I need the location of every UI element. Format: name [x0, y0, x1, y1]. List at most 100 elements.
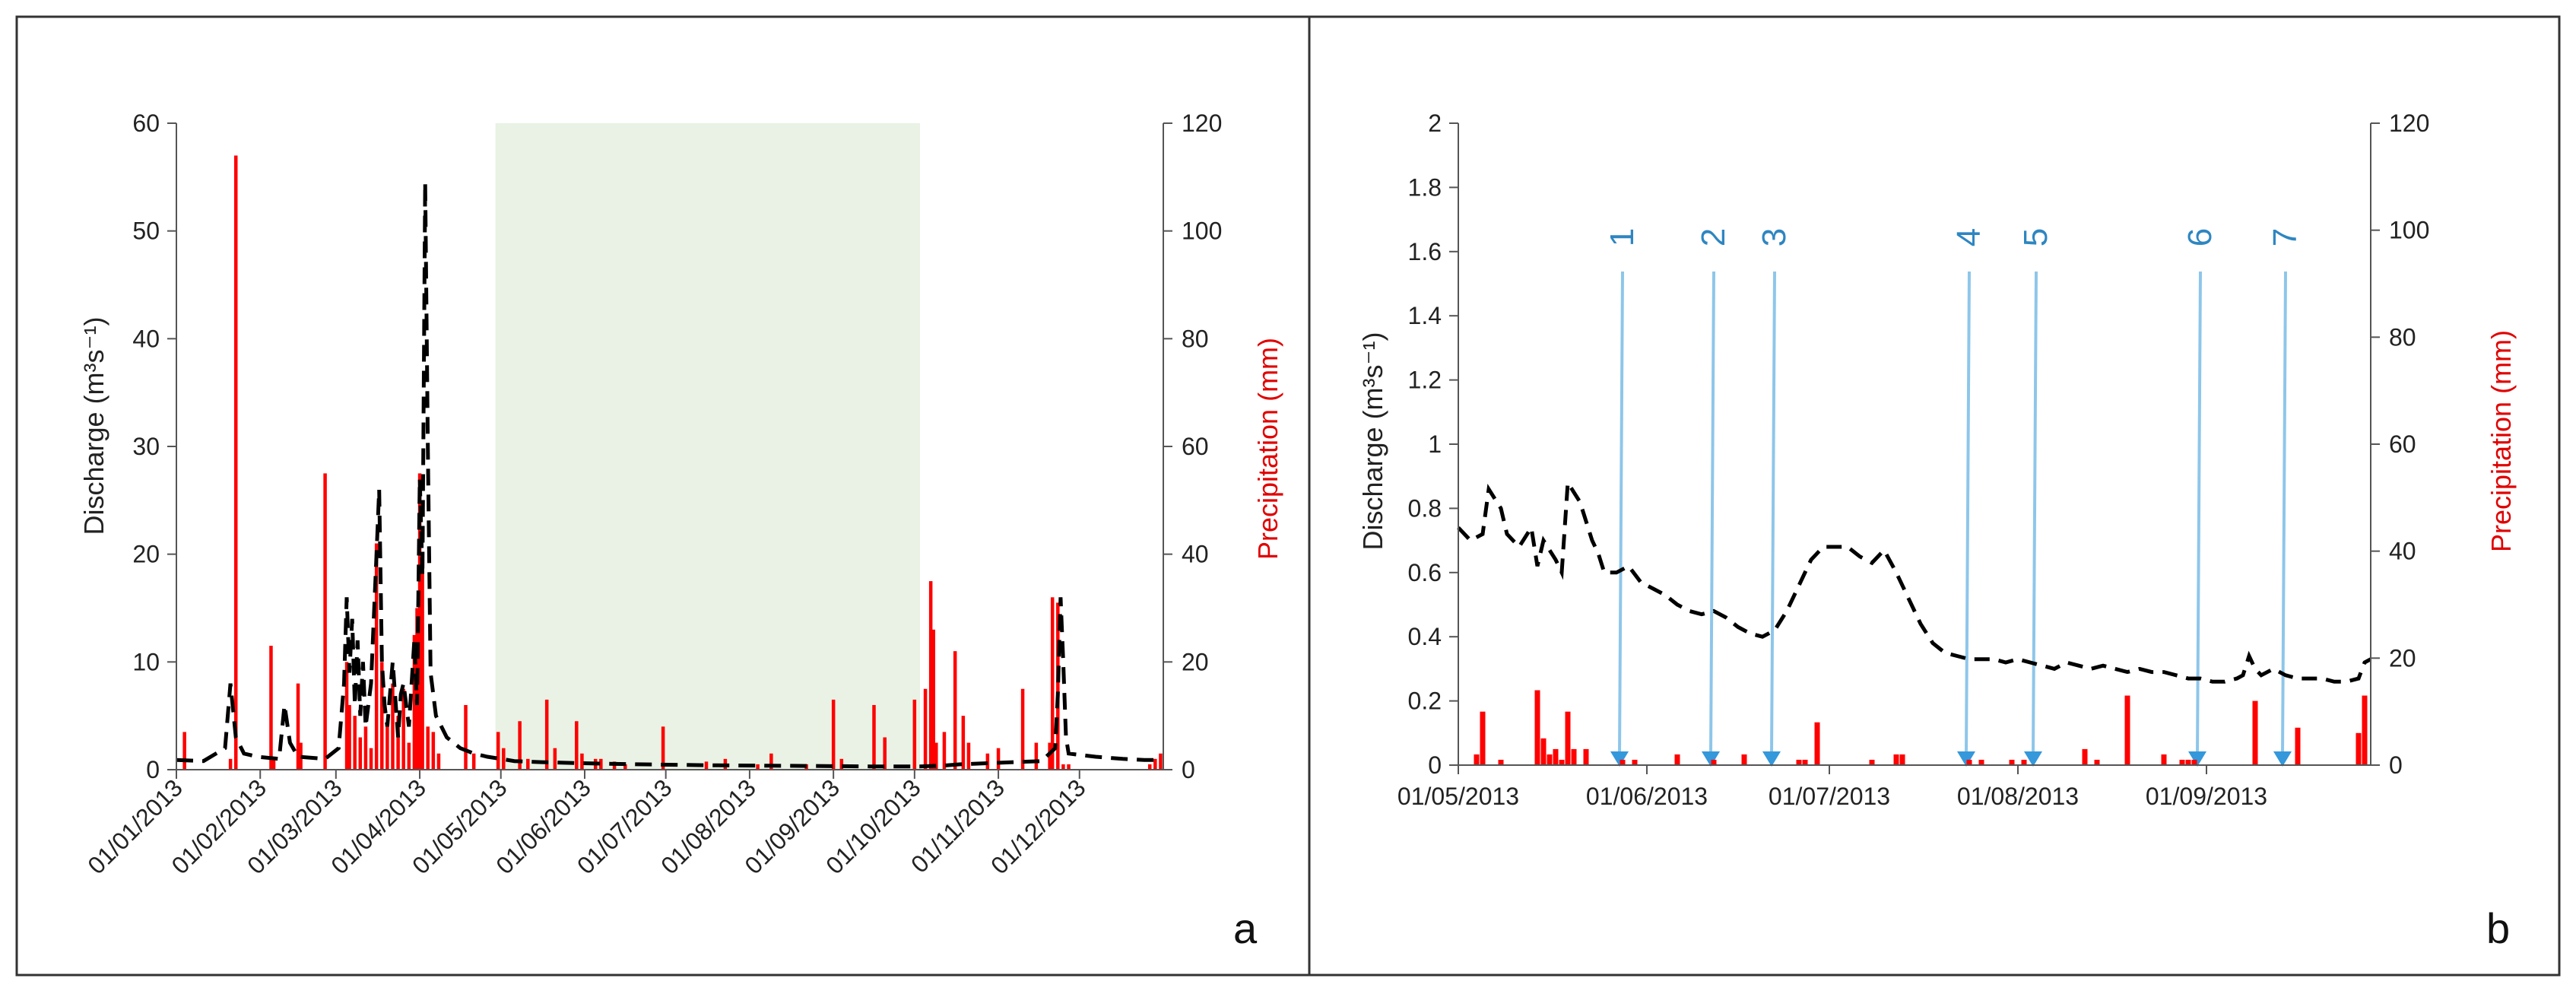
precip-bar: [1048, 742, 1052, 770]
y2-axis-label-a: Precipitation (mm): [1252, 338, 1283, 560]
y-tick-label: 20: [132, 541, 160, 568]
precip-bar: [2295, 727, 2301, 765]
y-axis-label-b: Discharge (m³s⁻¹): [1357, 332, 1388, 550]
y-tick-label: 0: [146, 756, 160, 783]
y2-tick-label: 20: [1182, 648, 1209, 675]
y-ticks-right-a: 0 20 40 60 80 100 120: [1163, 110, 1222, 783]
sampling-events: 1 2 3 4 5 6 7: [1604, 228, 2304, 767]
x-tick-label: 01/07/2013: [1769, 783, 1890, 810]
precipitation-bars-b: [1474, 690, 2368, 765]
sampling-event-label: 3: [1756, 228, 1793, 246]
y2-tick-label: 100: [1182, 218, 1222, 245]
precip-bar: [961, 716, 966, 770]
precip-bar: [756, 764, 760, 770]
precip-bar: [1159, 753, 1163, 770]
y2-tick-label: 20: [2389, 644, 2416, 672]
precip-bar: [1869, 759, 1875, 765]
precip-bar: [182, 732, 186, 770]
precip-bar: [426, 726, 430, 770]
sampling-event-line: [1965, 271, 1971, 755]
x-ticks-b: 01/05/2013 01/06/2013 01/07/2013 01/08/2013…: [1397, 765, 2267, 810]
y2-tick-label: 40: [1182, 541, 1209, 568]
precip-bar: [912, 699, 917, 770]
precip-bar: [518, 721, 522, 770]
precip-bar: [436, 753, 441, 770]
precip-bar: [966, 742, 971, 770]
precip-bar: [623, 764, 627, 770]
precip-bar: [831, 699, 836, 770]
y2-tick-label: 100: [2389, 217, 2429, 244]
precip-bar: [931, 629, 935, 770]
precip-bar: [661, 726, 665, 770]
precip-bar: [407, 742, 411, 770]
y-tick-label: 1.4: [1408, 302, 1442, 329]
precip-bar: [431, 732, 436, 770]
precip-bar: [2356, 732, 2362, 765]
panel-label-b: b: [2486, 904, 2510, 952]
discharge-line-b: [1457, 476, 2372, 684]
y-ticks-right-b: 0 20 40 60 80 100 120: [2371, 110, 2429, 779]
precip-bar: [580, 753, 584, 770]
y-tick-label: 1.2: [1408, 367, 1442, 394]
precip-bar: [1153, 758, 1157, 770]
y-tick-label: 0: [1428, 751, 1442, 779]
precip-bar: [353, 716, 357, 770]
y-tick-label: 10: [132, 648, 160, 675]
sampling-event-label: 2: [1695, 228, 1732, 246]
precip-bar: [271, 758, 276, 770]
precip-bar: [544, 699, 549, 770]
precip-bar: [2179, 759, 2185, 765]
precip-bar: [1966, 759, 1972, 765]
precip-bar: [363, 726, 368, 770]
precip-bar: [502, 748, 506, 770]
precip-bar: [1534, 690, 1540, 765]
precip-bar: [299, 742, 303, 770]
y2-tick-label: 60: [2389, 430, 2416, 458]
precip-bar: [269, 646, 273, 770]
y2-tick-label: 60: [1182, 433, 1209, 460]
green-period-shading: [495, 123, 920, 770]
precip-bar: [1741, 754, 1747, 765]
precip-bar: [1899, 754, 1905, 765]
y-tick-label: 1.8: [1408, 173, 1442, 201]
precip-bar: [928, 581, 933, 770]
precip-bar: [2094, 759, 2100, 765]
precip-bar: [2161, 754, 2167, 765]
precip-bar: [323, 473, 327, 770]
precip-bar: [769, 753, 773, 770]
precip-bar: [872, 705, 876, 770]
precip-bar: [942, 732, 947, 770]
precip-bar: [553, 748, 557, 770]
discharge-line-a: [176, 182, 1163, 769]
sampling-event-line: [1770, 271, 1776, 755]
precip-bar: [1147, 764, 1152, 770]
precip-bar: [1050, 597, 1055, 770]
panel-b-frame: [1308, 15, 2561, 977]
precip-bar: [344, 662, 349, 770]
precip-bar: [1474, 754, 1480, 765]
precip-bar: [953, 651, 957, 770]
precip-bar: [1978, 759, 1984, 765]
precip-bar: [369, 748, 373, 770]
precip-bar: [396, 716, 400, 770]
x-tick-label: 01/08/2013: [1957, 783, 2079, 810]
precip-bar: [1056, 602, 1060, 770]
precip-bar: [1540, 738, 1547, 765]
precip-bar: [2009, 759, 2015, 765]
precip-bar: [2362, 695, 2368, 765]
y2-tick-label: 0: [2389, 751, 2403, 779]
sampling-event-marker: [1610, 751, 1629, 767]
y-tick-label: 60: [132, 110, 160, 137]
y-tick-label: 1.6: [1408, 238, 1442, 265]
panel-b-chart: 1 2 3 4 5 6 7 0 0.2 0.4 0.6 0.8 1 1.2 1.4 1.6 1.8 2 0 20 4…: [1357, 110, 2517, 952]
y2-tick-label: 40: [2389, 538, 2416, 565]
x-tick-label: 01/06/2013: [1586, 783, 1708, 810]
sampling-event-label: 1: [1604, 228, 1641, 246]
y2-tick-label: 80: [1182, 325, 1209, 352]
y-tick-label: 40: [132, 325, 160, 352]
precip-bar: [1061, 764, 1065, 770]
precip-bar: [464, 705, 468, 770]
precip-bar: [2185, 759, 2191, 765]
precip-bar: [1020, 688, 1025, 770]
y-axis-label-a: Discharge (m³s⁻¹): [78, 316, 109, 535]
